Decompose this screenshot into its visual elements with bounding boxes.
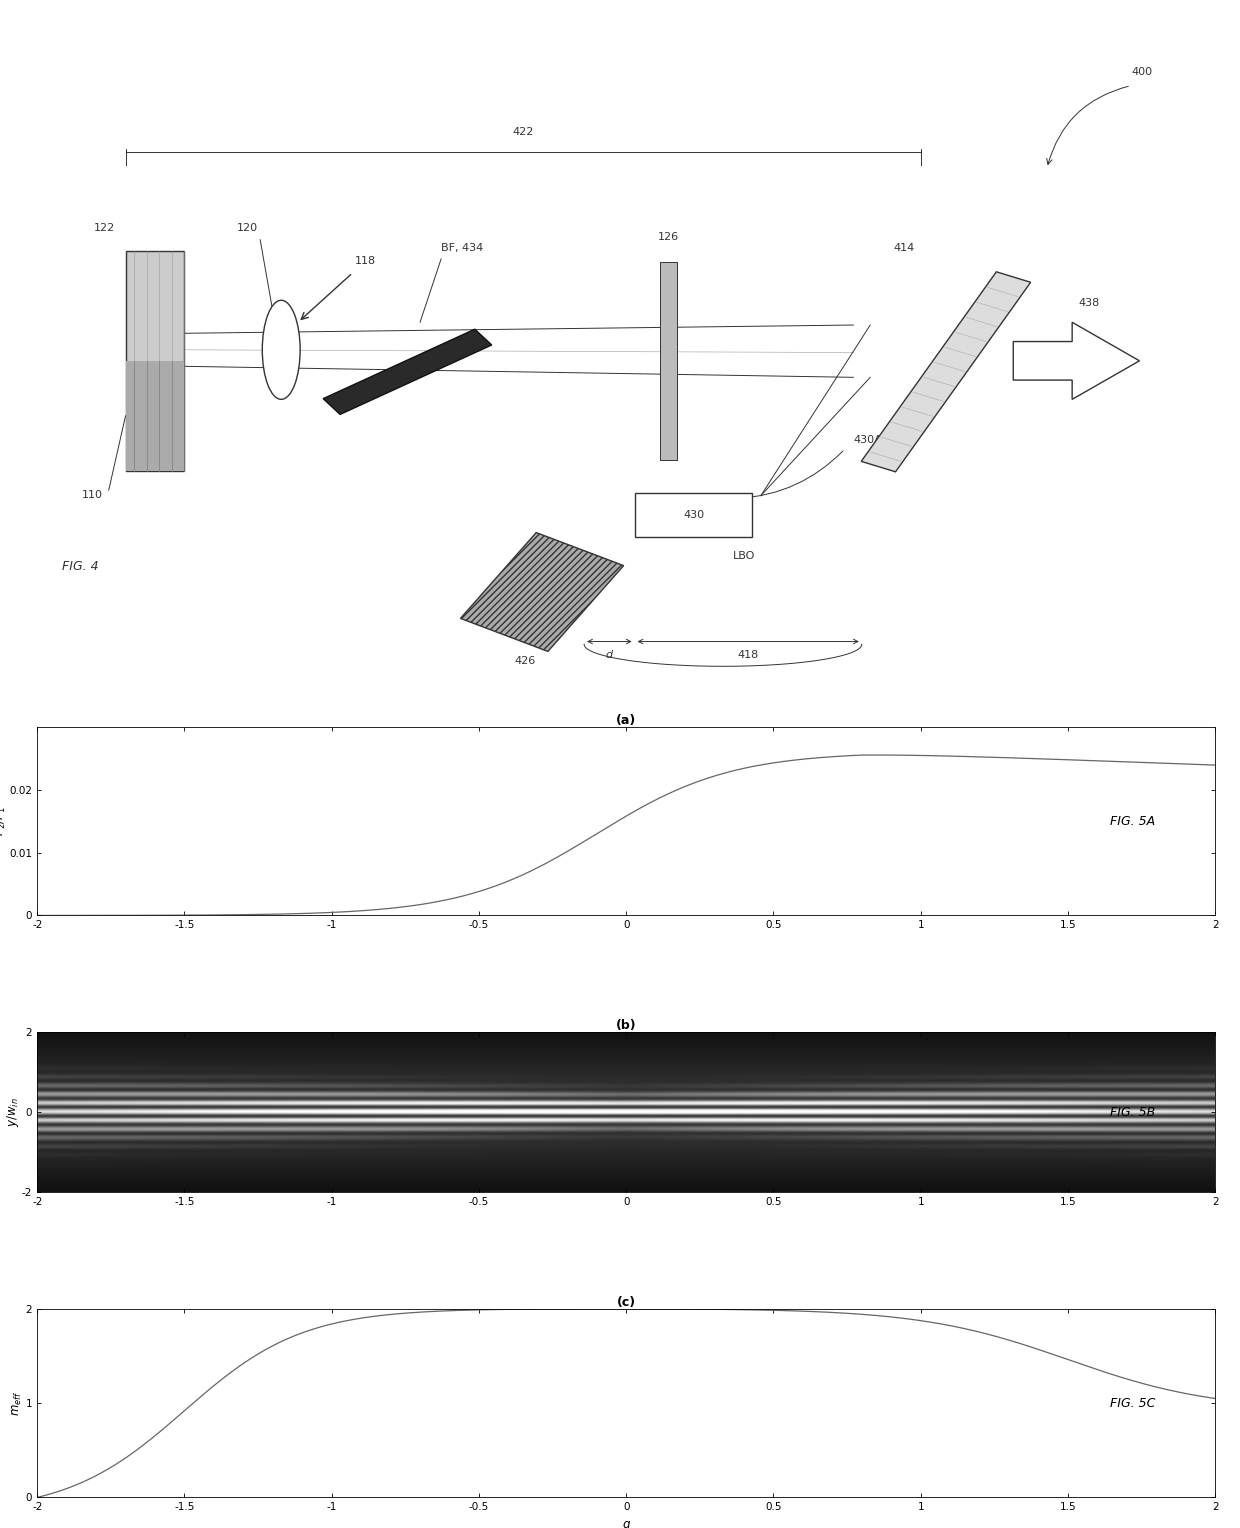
- Text: 118: 118: [355, 257, 376, 266]
- Text: 122: 122: [94, 223, 115, 234]
- Ellipse shape: [263, 301, 300, 399]
- Text: 414: 414: [893, 243, 914, 252]
- Polygon shape: [460, 533, 624, 651]
- Polygon shape: [125, 251, 185, 471]
- Y-axis label: $P_2/P_1$: $P_2/P_1$: [0, 807, 7, 836]
- Text: 400: 400: [1131, 67, 1152, 76]
- Text: 126: 126: [657, 232, 678, 241]
- FancyBboxPatch shape: [635, 494, 753, 536]
- Text: 426: 426: [515, 656, 536, 666]
- Y-axis label: $y/w_{in}$: $y/w_{in}$: [5, 1097, 21, 1128]
- Text: LBO: LBO: [733, 552, 755, 561]
- Text: 430: 430: [683, 510, 704, 520]
- Text: FIG. 5C: FIG. 5C: [1110, 1397, 1156, 1410]
- Y-axis label: $m_{eff}$: $m_{eff}$: [11, 1390, 25, 1416]
- Polygon shape: [1013, 322, 1140, 399]
- Text: FIG. 5B: FIG. 5B: [1110, 1106, 1154, 1118]
- Title: (a): (a): [616, 714, 636, 727]
- Polygon shape: [862, 272, 1030, 472]
- Text: 110: 110: [82, 490, 103, 501]
- Text: FIG. 5A: FIG. 5A: [1110, 814, 1154, 828]
- Polygon shape: [324, 329, 492, 414]
- Title: (c): (c): [616, 1296, 636, 1309]
- Text: 120: 120: [237, 223, 258, 234]
- Text: 430A: 430A: [853, 435, 882, 445]
- Polygon shape: [125, 361, 185, 471]
- Text: 422: 422: [512, 127, 533, 138]
- Text: FIG. 4: FIG. 4: [62, 559, 99, 573]
- Text: 418: 418: [738, 649, 759, 660]
- Title: (b): (b): [616, 1019, 636, 1031]
- Text: 438: 438: [1079, 298, 1100, 307]
- Text: d: d: [606, 649, 613, 660]
- X-axis label: g: g: [622, 1517, 630, 1528]
- Polygon shape: [660, 261, 677, 460]
- Text: BF, 434: BF, 434: [441, 243, 484, 252]
